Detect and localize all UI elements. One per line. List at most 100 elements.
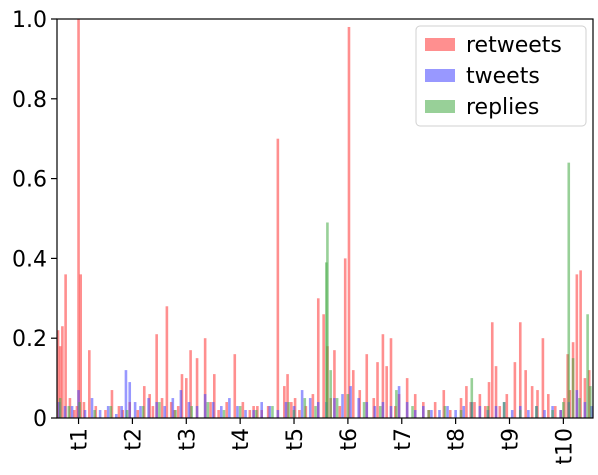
tweets-bar xyxy=(413,410,417,418)
retweets-bar xyxy=(530,386,534,418)
retweets-bar xyxy=(79,274,82,418)
x-tick-label: t1 xyxy=(68,428,93,451)
replies-bar xyxy=(222,410,226,418)
retweets-bar xyxy=(203,338,207,418)
retweets-bar xyxy=(513,362,517,418)
tweets-bar xyxy=(179,390,183,418)
legend-label-replies: replies xyxy=(466,95,539,120)
replies-bar xyxy=(141,406,145,418)
retweets-bar xyxy=(405,378,409,418)
retweets-bar xyxy=(465,386,468,418)
tweets-bar xyxy=(163,406,167,418)
tweets-bar xyxy=(510,410,514,418)
replies-bar xyxy=(93,410,97,418)
tweets-bar xyxy=(543,410,546,418)
retweets-bar xyxy=(524,370,527,418)
replies-bar xyxy=(427,410,430,418)
tweets-bar xyxy=(430,410,433,418)
retweets-bar xyxy=(75,406,79,418)
x-tick-label: t3 xyxy=(175,428,200,451)
retweets-bar xyxy=(541,338,545,418)
retweets-bar xyxy=(213,374,216,418)
retweets-bar xyxy=(351,370,355,418)
replies-bar xyxy=(287,402,290,418)
replies-bar xyxy=(109,406,113,418)
y-tick-label: 1.0 xyxy=(12,8,47,33)
y-tick-label: 0 xyxy=(33,407,47,432)
replies-bar xyxy=(335,398,339,418)
tweets-bar xyxy=(98,410,102,418)
retweets-bar xyxy=(142,386,146,418)
tweets-bar xyxy=(284,402,288,418)
retweets-bar xyxy=(316,298,320,418)
retweets-bar xyxy=(442,390,446,418)
legend-label-retweets: retweets xyxy=(466,33,562,58)
tweets-bar xyxy=(63,406,67,418)
retweets-bar xyxy=(217,410,220,418)
tweets-bar xyxy=(114,414,118,418)
tweets-bar xyxy=(381,402,385,418)
retweets-bar xyxy=(546,394,550,418)
replies-bar xyxy=(238,406,242,418)
retweets-bar xyxy=(333,350,336,418)
retweets-bar xyxy=(61,326,64,418)
tweets-bar xyxy=(133,402,137,418)
legend-swatch-tweets xyxy=(425,69,455,82)
replies-bar xyxy=(459,410,463,418)
tweets-bar xyxy=(244,410,247,418)
tweets-bar xyxy=(527,410,530,418)
x-tick-label: t2 xyxy=(121,428,146,451)
retweets-bar xyxy=(276,138,280,418)
retweets-bar xyxy=(290,402,293,418)
tweets-bar xyxy=(268,406,272,418)
replies-bar xyxy=(125,410,129,418)
series-replies xyxy=(58,162,592,418)
retweets-bar xyxy=(136,410,140,418)
replies-bar xyxy=(518,410,522,418)
retweets-bar xyxy=(286,374,289,418)
tweets-bar xyxy=(128,382,132,418)
tweets-bar xyxy=(397,386,401,418)
replies-bar xyxy=(395,390,398,418)
retweets-bar xyxy=(583,378,587,418)
retweets-bar xyxy=(490,322,494,418)
retweets-bar xyxy=(104,410,107,418)
replies-bar xyxy=(58,398,62,418)
retweets-bar xyxy=(58,346,62,418)
retweets-bar xyxy=(487,382,491,418)
tweets-bar xyxy=(462,406,466,418)
retweets-bar xyxy=(64,274,67,418)
retweets-bar xyxy=(169,402,173,418)
tweets-bar xyxy=(124,370,128,418)
retweets-bar xyxy=(72,410,76,418)
replies-bar xyxy=(206,402,210,418)
bars-layer xyxy=(56,19,593,418)
tweets-bar xyxy=(349,386,352,418)
tweets-bar xyxy=(106,406,110,418)
tweets-bar xyxy=(405,402,409,418)
retweets-bar xyxy=(189,350,192,418)
tweets-bar xyxy=(83,410,87,418)
replies-bar xyxy=(562,402,565,418)
tweets-bar xyxy=(478,406,482,418)
replies-bar xyxy=(378,406,382,418)
retweets-bar xyxy=(248,410,252,418)
tweets-bar xyxy=(195,406,199,418)
tweets-bar xyxy=(187,402,191,418)
legend-swatch-replies xyxy=(425,100,455,113)
retweets-bar xyxy=(283,386,286,418)
tweets-bar xyxy=(120,406,123,418)
tweets-bar xyxy=(365,402,369,418)
retweets-bar xyxy=(579,270,582,418)
retweets-bar xyxy=(343,258,347,418)
plot-frame xyxy=(56,18,594,419)
retweets-bar xyxy=(518,322,522,418)
retweets-bar xyxy=(433,402,437,418)
retweets-bar xyxy=(110,390,114,418)
retweets-bar xyxy=(494,366,498,418)
retweets-bar xyxy=(266,406,270,418)
retweets-bar xyxy=(176,406,180,418)
retweets-bar xyxy=(459,398,463,418)
legend: retweets tweets replies xyxy=(415,25,587,127)
legend-label-tweets: tweets xyxy=(466,64,540,89)
